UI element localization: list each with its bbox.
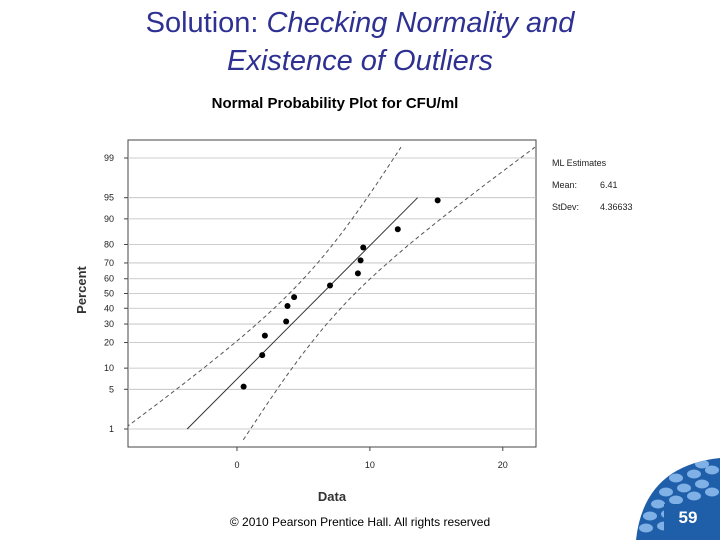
y-tick-label: 70 (104, 258, 114, 268)
y-tick-label: 60 (104, 274, 114, 284)
chart-title: Normal Probability Plot for CFU/ml (211, 95, 459, 112)
slide-title-italic-line2: Existence of Outliers (227, 45, 493, 77)
y-tick-label: 90 (104, 214, 114, 224)
legend-value: 6.41 (600, 180, 618, 190)
pearson-corner-logo (636, 458, 720, 540)
slide-title-plain: Solution: (145, 7, 267, 39)
confidence-band-upper (128, 146, 402, 427)
legend-value: 4.36633 (600, 202, 633, 212)
y-tick-label: 5 (109, 384, 114, 394)
fit-line (186, 197, 418, 430)
y-axis-label: Percent (74, 265, 89, 313)
y-tick-label: 20 (104, 338, 114, 348)
y-tick-label: 40 (104, 303, 114, 313)
copyright-footer: © 2010 Pearson Prentice Hall. All rights… (229, 515, 491, 529)
confidence-band-lower (242, 146, 536, 441)
data-point (240, 383, 247, 390)
data-point (360, 244, 367, 251)
x-tick-label: 10 (365, 460, 375, 470)
slide-title-italic-line1: Checking Normality and (266, 7, 575, 39)
page-number: 59 (678, 508, 698, 527)
data-point (434, 197, 441, 204)
data-point (259, 352, 266, 359)
legend-label: Mean: (552, 180, 577, 190)
data-point (354, 270, 361, 277)
data-point (327, 282, 334, 289)
legend-label: StDev: (552, 202, 579, 212)
data-point (357, 257, 364, 264)
y-tick-label: 50 (104, 289, 114, 299)
data-point (394, 226, 401, 233)
data-point (284, 303, 291, 310)
y-tick-label: 95 (104, 193, 114, 203)
x-tick-label: 0 (234, 460, 239, 470)
confidence-band (128, 146, 536, 441)
y-tick-label: 80 (104, 239, 114, 249)
y-tick-label: 1 (109, 424, 114, 434)
x-tick-label: 20 (498, 460, 508, 470)
y-tick-label: 30 (104, 319, 114, 329)
x-axis-label: Data (318, 489, 347, 504)
y-tick-label: 10 (104, 363, 114, 373)
legend-title: ML Estimates (552, 158, 607, 168)
data-point (261, 332, 268, 339)
y-tick-label: 99 (104, 153, 114, 163)
slide-title: Solution: Checking Normality and Existen… (40, 4, 680, 80)
data-point (291, 294, 298, 301)
data-point (283, 318, 290, 325)
